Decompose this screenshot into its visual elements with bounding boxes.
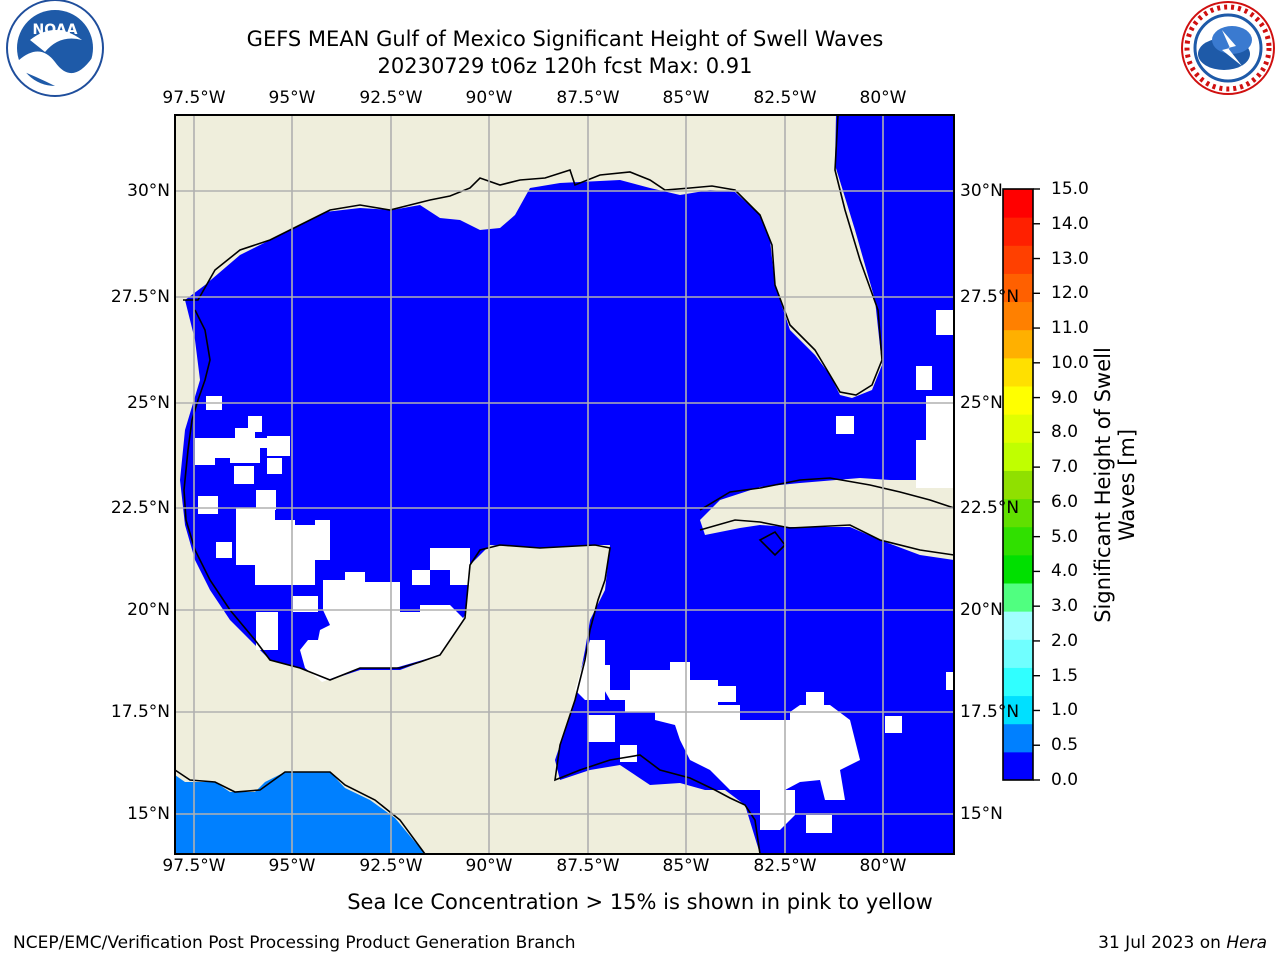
footer-machine: Hera [1226,933,1267,953]
colorbar-swatch [1003,414,1033,443]
colorbar-swatch [1003,301,1033,331]
lon-tick-bottom: 82.5°W [753,856,817,876]
lat-tick-right: 22.5°N [960,498,1020,518]
lat-tick-left: 27.5°N [110,287,170,307]
colorbar-tick-label: 11.0 [1051,318,1089,339]
lon-tick-bottom: 80°W [859,856,907,876]
footer-date-text: 31 Jul 2023 on [1098,933,1227,953]
colorbar-tick-label: 0.0 [1051,770,1079,790]
colorbar-swatch [1003,639,1033,668]
sea-ice-note: Sea Ice Concentration > 15% is shown in … [347,890,933,914]
colorbar-swatch [1003,217,1033,246]
lat-tick-left: 17.5°N [110,702,170,722]
colorbar-tick-label: 1.0 [1051,700,1079,721]
colorbar-swatch [1003,329,1033,359]
colorbar-tick-label: 6.0 [1051,491,1079,512]
map-frame [174,114,955,855]
footer-branch: NCEP/EMC/Verification Post Processing Pr… [13,933,576,953]
colorbar-swatch [1003,723,1033,753]
lon-tick-bottom: 97.5°W [162,856,226,876]
lon-tick-top: 90°W [465,88,513,108]
lat-tick-left: 30°N [127,181,170,201]
colorbar-tick-label: 0.5 [1051,735,1079,756]
lat-tick-left: 25°N [127,393,170,413]
colorbar-tick-label: 13.0 [1051,248,1089,269]
colorbar-swatch [1003,245,1033,274]
colorbar-tick-label: 3.0 [1051,596,1079,617]
colorbar-swatch [1003,583,1033,612]
colorbar-tick-label: 4.0 [1051,561,1079,582]
lon-tick-top: 92.5°W [359,88,423,108]
lat-tick-right: 17.5°N [960,702,1020,722]
lon-tick-top: 95°W [268,88,316,108]
colorbar-tick-label: 9.0 [1051,387,1079,408]
colorbar-swatch [1003,526,1033,556]
lon-tick-bottom: 90°W [465,856,513,876]
colorbar-tick-label: 12.0 [1051,283,1089,304]
footer-date: 31 Jul 2023 on Hera [1098,933,1267,953]
graticule [175,115,954,854]
noaa-logo: NOAA [6,0,104,97]
colorbar-swatch [1003,611,1033,640]
colorbar-swatch [1003,554,1033,584]
lat-tick-right: 20°N [960,600,1003,620]
colorbar-tick-label: 15.0 [1051,179,1089,199]
lon-tick-bottom: 92.5°W [359,856,423,876]
lon-tick-top: 85°W [662,88,710,108]
lon-tick-top: 80°W [859,88,907,108]
colorbar-swatch [1003,470,1033,500]
lat-tick-left: 15°N [127,804,170,824]
colorbar-tick-label: 10.0 [1051,352,1089,373]
colorbar-swatch [1003,386,1033,415]
colorbar-swatch [1003,357,1033,387]
lat-tick-left: 20°N [127,600,170,620]
lon-tick-bottom: 95°W [268,856,316,876]
colorbar-swatch [1003,695,1033,725]
colorbar-tick-label: 14.0 [1051,213,1089,234]
lon-tick-top: 87.5°W [556,88,620,108]
noaa-logo-text: NOAA [33,22,78,38]
lat-tick-right: 25°N [960,393,1003,413]
colorbar [1002,188,1040,781]
lat-tick-left: 22.5°N [110,498,170,518]
colorbar-tick-label: 1.5 [1051,665,1079,686]
chart-subtitle: 20230729 t06z 120h fcst Max: 0.91 [377,54,753,78]
lon-tick-bottom: 87.5°W [556,856,620,876]
colorbar-swatch [1003,751,1033,781]
coastlines [174,114,955,855]
lat-tick-right: 30°N [960,181,1003,201]
lat-tick-right: 15°N [960,804,1003,824]
nws-logo [1181,1,1275,95]
colorbar-tick-label: 5.0 [1051,526,1079,547]
colorbar-title-text: Significant Height of Swell Waves [m] [1091,347,1139,623]
lat-tick-right: 27.5°N [960,287,1020,307]
colorbar-swatch [1003,273,1033,303]
no-data-patches [195,310,954,833]
colorbar-tick-label: 8.0 [1051,422,1079,443]
lon-tick-bottom: 85°W [662,856,710,876]
colorbar-swatch [1003,189,1033,218]
ocean-region [180,115,954,854]
colorbar-swatch [1003,667,1033,697]
lon-tick-top: 97.5°W [162,88,226,108]
colorbar-swatch [1003,442,1033,471]
colorbar-tick-label: 7.0 [1051,457,1079,478]
colorbar-frame [1002,188,1034,781]
lon-tick-top: 82.5°W [753,88,817,108]
colorbar-tick-label: 2.0 [1051,630,1079,651]
chart-title: GEFS MEAN Gulf of Mexico Significant Hei… [246,27,884,51]
colorbar-swatch [1003,498,1033,528]
